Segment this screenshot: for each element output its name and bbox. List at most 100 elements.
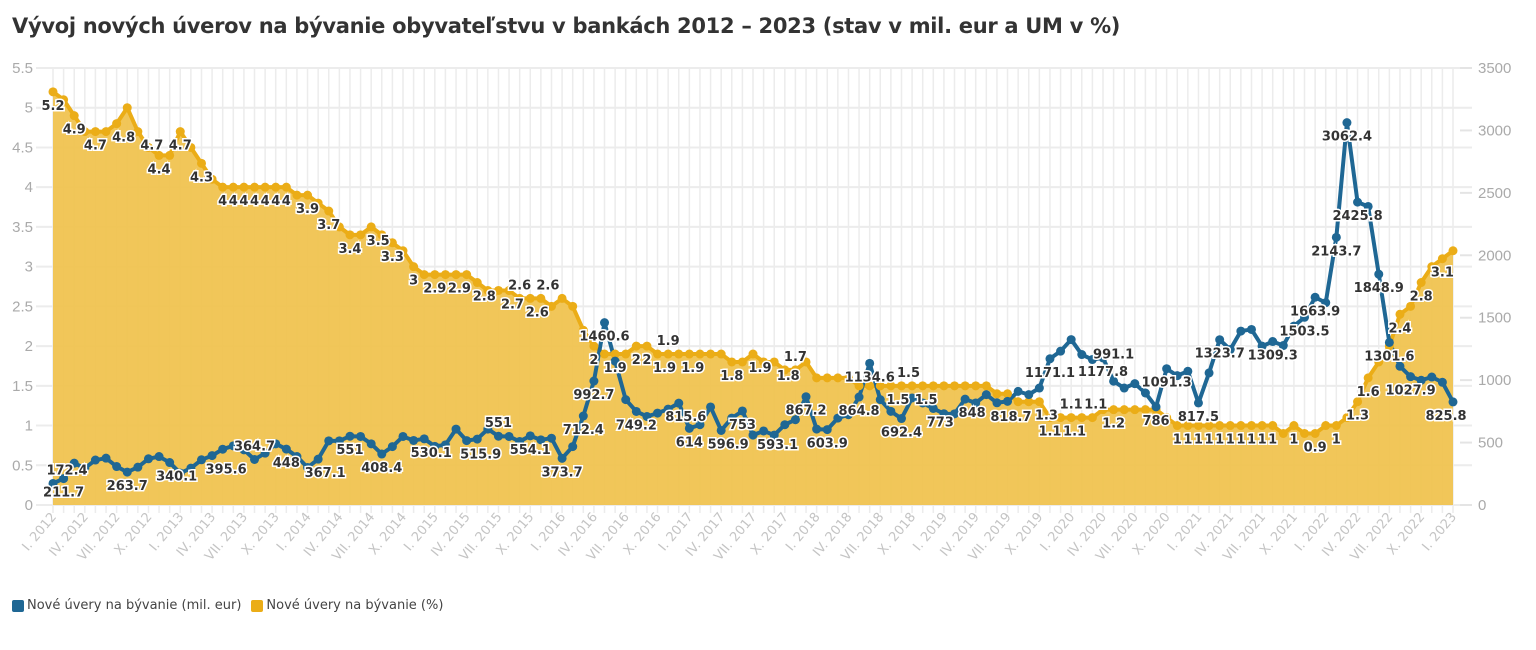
pct-point [1246, 421, 1256, 431]
mil-eur-point [1140, 388, 1150, 398]
mil-eur-data-label: 818.7 [990, 410, 1031, 425]
mil-eur-data-label: 2143.7 [1311, 244, 1361, 259]
mil-eur-point [1236, 326, 1246, 336]
y-right-tick-label: 500 [1478, 435, 1503, 452]
mil-eur-point [992, 398, 1002, 408]
pct-data-label: 1.8 [777, 369, 800, 384]
mil-eur-point [90, 455, 100, 465]
mil-eur-point [186, 463, 196, 473]
pct-point [122, 103, 132, 113]
mil-eur-data-label: 1663.9 [1290, 304, 1340, 319]
mil-eur-data-label: 1323.7 [1195, 347, 1245, 362]
mil-eur-point [663, 404, 673, 414]
mil-eur-data-label: 2425.8 [1332, 209, 1382, 224]
pct-point [1204, 421, 1214, 431]
mil-eur-data-label: 515.9 [460, 448, 501, 463]
pct-point [631, 341, 641, 351]
pct-point [90, 127, 100, 137]
mil-eur-point [1278, 341, 1288, 351]
mil-eur-data-label: 593.1 [757, 438, 798, 453]
pct-point [1066, 413, 1076, 423]
mil-eur-data-label: 614 [676, 435, 703, 450]
y-right-tick-label: 1000 [1478, 372, 1511, 389]
pct-point [780, 365, 790, 375]
mil-eur-point [1310, 292, 1320, 302]
pct-data-label: 2 [642, 353, 651, 368]
y-right-tick-label: 1500 [1478, 310, 1511, 327]
mil-eur-point [430, 441, 440, 451]
pct-point [462, 270, 472, 280]
pct-data-label: 1.8 [720, 369, 743, 384]
pct-data-label: 4.4 [148, 162, 171, 177]
mil-eur-data-label: 211.7 [43, 486, 84, 501]
mil-eur-point [939, 409, 949, 419]
legend: Nové úvery na bývanie (mil. eur) Nové úv… [12, 598, 447, 613]
mil-eur-point [281, 444, 291, 454]
mil-eur-point [366, 439, 376, 449]
mil-eur-point [1342, 118, 1352, 128]
pct-data-label: 1.5 [915, 393, 938, 408]
pct-point [568, 301, 578, 311]
mil-eur-data-label: 448 [273, 456, 300, 471]
mil-eur-point [1183, 366, 1193, 376]
pct-point [196, 158, 206, 168]
pct-point [1300, 428, 1310, 438]
mil-eur-point [971, 398, 981, 408]
mil-eur-point [536, 435, 546, 445]
y-left-tick-label: 0.5 [12, 457, 33, 474]
y-left-tick-label: 5.5 [12, 60, 33, 77]
mil-eur-data-label: 172.4 [46, 463, 87, 478]
pct-data-label: 1 [1332, 433, 1341, 448]
pct-data-label: 1.9 [657, 334, 680, 349]
pct-point [313, 198, 323, 208]
mil-eur-data-label: 554.1 [510, 443, 551, 458]
pct-data-label: 1.3 [1346, 409, 1369, 424]
pct-point [133, 127, 143, 137]
mil-eur-data-label: 603.9 [807, 437, 848, 452]
pct-point [175, 127, 185, 137]
pct-point [493, 285, 503, 295]
y-right-tick-label: 3500 [1478, 60, 1511, 77]
pct-point [281, 182, 291, 192]
mil-eur-point [642, 411, 652, 421]
pct-point [525, 293, 535, 303]
pct-point [1045, 413, 1055, 423]
mil-eur-point [69, 458, 79, 468]
mil-eur-point [303, 463, 313, 473]
mil-eur-point [896, 414, 906, 424]
pct-data-label: 2.6 [536, 278, 559, 293]
pct-data-label: 3.9 [296, 202, 319, 217]
pct-point [1183, 421, 1193, 431]
pct-point [101, 127, 111, 137]
pct-point [1130, 405, 1140, 415]
pct-point [950, 381, 960, 391]
mil-eur-data-label: 263.7 [107, 479, 148, 494]
mil-eur-point [759, 426, 769, 436]
pct-data-label: 1.9 [748, 361, 771, 376]
pct-point [260, 182, 270, 192]
pct-data-label: 4.7 [84, 139, 107, 154]
mil-eur-point [865, 358, 875, 368]
mil-eur-data-label: 773 [927, 415, 954, 430]
pct-data-label: 4.7 [169, 139, 192, 154]
mil-eur-point [578, 411, 588, 421]
mil-eur-point [313, 454, 323, 464]
pct-data-label: 5.2 [41, 99, 64, 114]
pct-point [1013, 397, 1023, 407]
mil-eur-point [950, 409, 960, 419]
legend-item-mil-eur[interactable]: Nové úvery na bývanie (mil. eur) [12, 598, 241, 613]
mil-eur-point [1427, 372, 1437, 382]
mil-eur-point [112, 462, 122, 472]
pct-point [377, 230, 387, 240]
pct-data-label: 2 [632, 353, 641, 368]
mil-eur-point [1204, 368, 1214, 378]
legend-item-percent[interactable]: Nové úvery na bývanie (%) [251, 598, 443, 613]
legend-label: Nové úvery na bývanie (%) [266, 598, 444, 613]
mil-eur-point [716, 425, 726, 435]
pct-point [1098, 405, 1108, 415]
pct-data-label: 2 [589, 353, 598, 368]
pct-point [1003, 389, 1013, 399]
pct-point [472, 278, 482, 288]
pct-data-label: 4 [239, 194, 248, 209]
mil-eur-point [1119, 383, 1129, 393]
